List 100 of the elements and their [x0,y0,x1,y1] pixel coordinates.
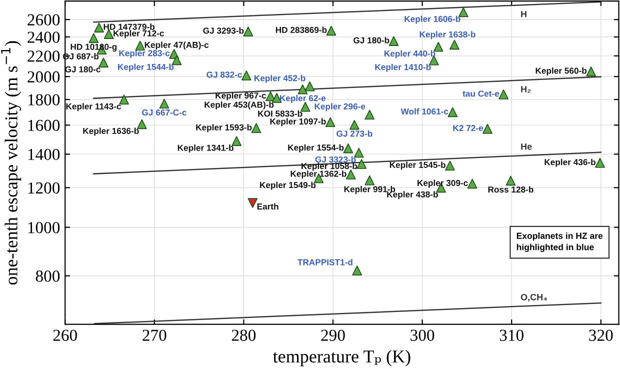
point [448,107,458,118]
point [364,110,375,120]
y-tick-label: 1200 [28,182,60,194]
annotation: Wolf 1061-c [400,108,448,114]
annotation: Kepler 62-e [280,94,326,103]
annotation: Kepler 452-b [254,74,306,83]
point [304,81,315,92]
annotation: KOI 5833-b [258,110,302,117]
annotation: Kepler 453(AB)-b [204,101,274,110]
point [94,22,104,32]
point [251,123,262,134]
series-label: O,CH₄ [520,294,547,302]
annotation: HD 283869-b [276,26,327,34]
series-label: H [521,10,526,18]
x-tick-label: 290 [321,330,345,341]
annotation: Kepler 296-e [314,103,366,112]
y-tick-label: 2000 [28,71,60,83]
point [119,94,129,105]
annotation: Kepler 1606-b [404,16,460,24]
annotation: GJ 180-b [354,37,390,44]
point [352,266,362,276]
annotation: Kepler 1549-b [260,182,316,190]
point [388,36,399,46]
annotation: Kepler 1341-b [178,144,234,153]
point [586,66,596,76]
annotation: Kepler 436-b [544,158,596,167]
point [433,42,444,52]
annotation: Kepler 1593-b [196,124,252,132]
annotation: Kepler 1097-b [270,118,326,126]
point [467,178,478,189]
series-label: H₂ [521,86,531,93]
point [136,119,147,130]
annotation: Kepler 1545-b [390,162,446,170]
annotation: Kepler 1554-b [288,144,344,152]
annotation: Kepler 1143-c [66,103,122,112]
point [445,160,455,171]
point [458,7,468,18]
annotation: GJ 273-b [336,130,372,137]
annotation: GJ 832-c [206,72,242,78]
annotation: Exoplanets in HZ are highlighted in blue [516,232,603,252]
point [482,124,492,134]
x-tick-label: 300 [410,330,434,341]
y-tick-label: 1600 [28,120,60,132]
point [241,70,252,80]
annotation: Kepler 1362-b [290,170,346,178]
point [346,170,356,180]
x-tick-label: 260 [53,330,77,341]
point [172,55,182,66]
point [232,136,242,146]
annotation: Kepler 1638-b [420,31,476,40]
x-tick-label: 320 [589,330,613,341]
x-tick-label: 270 [142,330,166,341]
point [450,40,460,50]
annotation: Kepler 560-b [536,67,587,76]
point [298,84,308,94]
x-axis-title: temperature Tₚ (K) [272,350,410,366]
annotation: Kepler 967-c [216,92,266,100]
annotation: Ross 128-b [488,186,534,193]
annotation: Kepler 1410-b [375,64,431,72]
annotation: Earth [257,203,278,210]
annotation: Kepler 1544-b [118,64,174,72]
annotation: Kepler 1058-b [302,162,358,171]
y-tick-label: 2600 [28,14,60,26]
point [356,159,366,169]
annotation: Kepler 991-b [344,186,396,194]
point [325,117,336,128]
annotation: Kepler 712-c [114,30,164,38]
point [159,98,170,109]
y-axis-title: one-tenth escape velocity (m s$^{−1}$) [1,41,22,285]
point [243,26,254,36]
point [98,58,108,68]
x-tick-label: 310 [500,330,524,341]
annotation: HD 147379-b [104,24,155,30]
annotation: K2 72-e [453,125,484,132]
annotation: GJ 3323-b [315,156,356,163]
annotation: TRAPPIST1-d [298,258,352,266]
x-tick-label: 280 [232,330,256,341]
series-label: He [521,143,532,150]
annotation: tau Cet-e [462,90,500,97]
point [364,175,375,186]
annotation: Kepler 1636-b [83,128,139,136]
annotation: Kepler 47(AB)-c [144,42,209,50]
point [350,120,360,130]
annotation: Kepler 440-b [384,50,436,58]
point [343,143,354,154]
annotation: Kepler 309-c [418,180,468,188]
point [88,33,99,43]
y-tick-label: 2200 [28,50,60,62]
point [595,158,605,168]
point [498,89,508,100]
point [326,26,336,36]
y-tick-label: 2400 [28,32,60,43]
point [248,198,258,208]
annotation: GJ 667-C-c [142,109,186,116]
y-tick-label: 1000 [28,222,60,234]
annotation: GJ 3293-b [203,27,244,34]
annotation: Kepler 438-b [387,191,438,200]
point [354,148,364,158]
annotation: Kepler 283-c [119,50,170,58]
y-tick-label: 1400 [28,148,60,160]
